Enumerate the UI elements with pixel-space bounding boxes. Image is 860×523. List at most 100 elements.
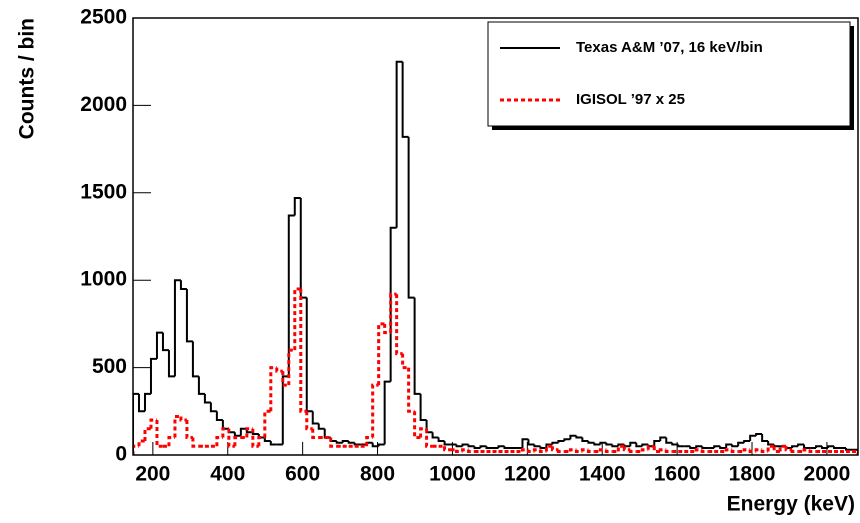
histogram-bin	[611, 444, 619, 448]
histogram-bin	[281, 375, 289, 445]
histogram-bin	[527, 439, 535, 446]
histogram-bin	[365, 436, 373, 447]
plot-frame	[132, 17, 859, 456]
histogram-bin	[383, 323, 391, 335]
histogram-bin	[551, 441, 559, 445]
histogram-bin	[652, 446, 661, 454]
histogram-bin	[641, 443, 649, 447]
histogram-bin	[766, 444, 775, 452]
histogram-bin	[407, 136, 415, 299]
histogram-bin	[401, 353, 409, 370]
histogram-bin	[665, 437, 673, 444]
histogram-bin	[803, 444, 811, 450]
histogram-bin	[616, 444, 625, 452]
histogram-bin	[677, 444, 685, 448]
histogram-bin	[544, 444, 553, 452]
histogram-bin	[377, 322, 385, 386]
histogram-bin	[155, 331, 163, 359]
histogram-bin	[167, 350, 175, 378]
histogram-bin	[725, 443, 733, 449]
histogram-bin	[784, 446, 793, 452]
histogram-bin	[845, 448, 853, 451]
histogram-bin	[353, 442, 361, 446]
x-tick-label: 1800	[729, 463, 776, 486]
histogram-bin	[443, 446, 451, 452]
histogram-bin	[532, 448, 541, 452]
histogram-bin	[791, 445, 799, 449]
histogram-bin	[437, 437, 445, 443]
histogram-bin	[251, 432, 259, 436]
histogram-bin	[389, 292, 397, 333]
x-tick-label: 1400	[579, 463, 626, 486]
histogram-bin	[395, 294, 403, 356]
histogram-bin	[658, 448, 667, 452]
histogram-bin	[593, 442, 601, 446]
histogram-bin	[497, 445, 505, 449]
x-tick-label: 600	[285, 463, 320, 486]
x-tick-label: 800	[360, 463, 395, 486]
x-tick-label: 1000	[429, 463, 476, 486]
histogram-bin	[239, 427, 247, 436]
histogram-bin	[754, 448, 763, 452]
histogram-bin	[545, 443, 553, 449]
histogram-bin	[737, 441, 745, 447]
histogram-bin	[299, 288, 307, 413]
histogram-bin	[797, 443, 805, 447]
histogram-bin	[604, 449, 613, 454]
histogram-bin	[173, 415, 181, 438]
y-tick-label: 1000	[80, 268, 127, 291]
histogram-bin	[730, 449, 739, 454]
histogram-bin	[467, 449, 475, 454]
histogram-bin	[461, 448, 469, 452]
histogram-bin	[659, 436, 667, 442]
histogram-bin	[635, 442, 643, 448]
x-tick-label: 200	[135, 463, 170, 486]
histogram-bin	[538, 449, 547, 454]
histogram-bin	[467, 444, 475, 448]
histogram-bin	[761, 434, 769, 443]
histogram-bin	[269, 441, 277, 446]
histogram-bin	[461, 443, 469, 447]
histogram-bin	[724, 448, 733, 452]
histogram-bin	[233, 436, 241, 447]
histogram-bin	[233, 432, 241, 437]
histogram-bin	[137, 439, 145, 447]
histogram-bin	[293, 197, 301, 216]
histogram-bin	[251, 428, 259, 448]
y-tick-label: 1500	[80, 180, 127, 203]
histogram-bin	[377, 443, 385, 447]
histogram-bin	[694, 448, 703, 452]
histogram-bin	[749, 434, 757, 442]
histogram-bin	[341, 440, 349, 443]
histogram-bin	[245, 427, 253, 438]
histogram-bin	[700, 449, 709, 454]
histogram-bin	[329, 437, 337, 448]
x-tick-label: 1200	[504, 463, 551, 486]
histogram-bin	[755, 433, 763, 436]
histogram-bin	[778, 444, 787, 452]
histogram-bin	[671, 442, 679, 446]
histogram-bin	[185, 420, 193, 440]
histogram-bin	[605, 442, 613, 446]
histogram-bin	[520, 448, 529, 452]
histogram-bin	[275, 367, 283, 373]
histogram-bin	[149, 418, 157, 429]
histogram-bin	[646, 444, 655, 450]
histogram-bin	[293, 287, 301, 351]
x-tick-label: 2000	[804, 463, 851, 486]
histogram-bin	[748, 449, 757, 454]
histogram-bin	[281, 371, 289, 387]
histogram-bin	[539, 446, 547, 450]
histogram-bin	[568, 448, 577, 452]
histogram-bin	[821, 446, 829, 450]
histogram-bin	[191, 341, 199, 378]
histogram-bin	[808, 449, 817, 454]
histogram-bin	[167, 436, 175, 447]
histogram-bin	[425, 428, 433, 448]
histogram-bin	[557, 440, 565, 443]
histogram-bin	[852, 448, 858, 455]
legend-label: Texas A&M ’07, 16 keV/bin	[576, 39, 763, 56]
histogram-bin	[629, 441, 637, 447]
histogram-bin	[335, 441, 343, 444]
histogram-bin	[395, 60, 403, 228]
